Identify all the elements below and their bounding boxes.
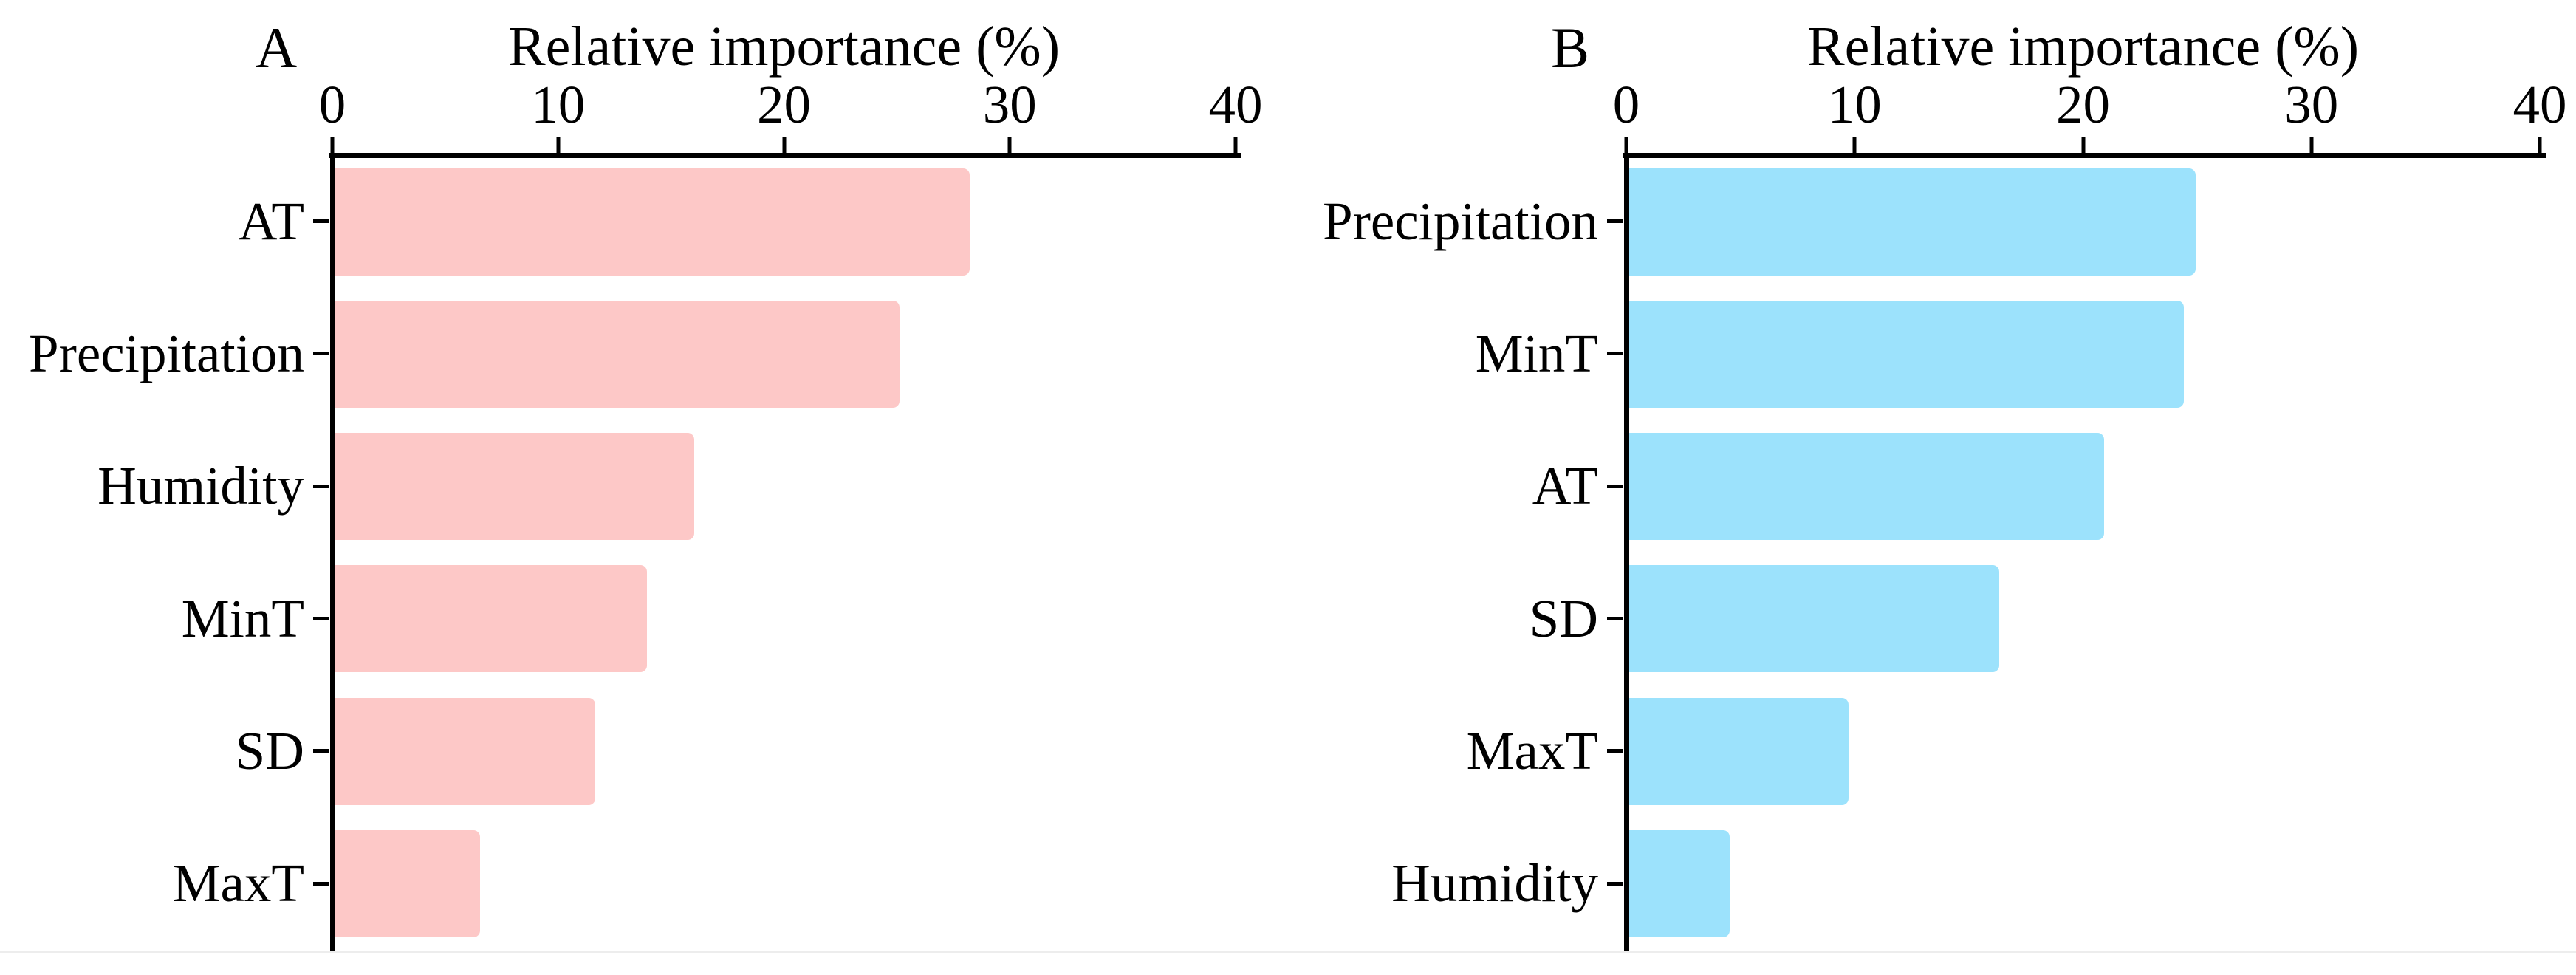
category-label: SD <box>235 720 304 781</box>
x-tick-mark <box>2309 137 2314 154</box>
x-tick-label: 10 <box>531 75 586 134</box>
bar-row <box>1607 287 2540 420</box>
x-tick-label: 40 <box>1208 75 1263 134</box>
bar-humidity <box>335 433 695 541</box>
x-tick-mark <box>2538 137 2542 154</box>
category-tick <box>313 616 329 620</box>
bar-row <box>313 552 1236 685</box>
category-tick <box>313 881 329 886</box>
x-tick-mark <box>556 137 561 154</box>
panel-a-y-axis-line <box>330 153 335 951</box>
panel-b-label: B <box>1550 16 1590 80</box>
panel-b: B Relative importance (%) 0 10 20 30 40 … <box>1288 0 2576 975</box>
category-label: Humidity <box>97 456 304 516</box>
category-label: MaxT <box>172 853 304 914</box>
panel-a-x-tick-marks <box>330 137 1238 154</box>
category-label: MinT <box>181 588 304 649</box>
category-tick <box>313 749 329 753</box>
x-tick-mark <box>1624 137 1628 154</box>
bar-humidity <box>1629 830 1730 938</box>
bar-maxt <box>1629 697 1849 805</box>
x-tick-mark <box>1852 137 1857 154</box>
x-tick-label: 40 <box>2512 75 2567 134</box>
category-label: SD <box>1529 588 1598 649</box>
x-tick-mark <box>2081 137 2085 154</box>
x-tick-label: 30 <box>2284 75 2339 134</box>
panel-a: A Relative importance (%) 0 10 20 30 40 … <box>0 16 1263 951</box>
bar-sd <box>1629 565 1999 673</box>
category-label: Precipitation <box>28 323 304 383</box>
x-tick-mark <box>1233 137 1238 154</box>
x-tick-mark <box>330 137 335 154</box>
panel-a-label: A <box>255 16 298 80</box>
x-tick-label: 0 <box>1612 75 1640 134</box>
category-tick <box>1607 616 1623 620</box>
x-tick-mark <box>1007 137 1012 154</box>
bar-at <box>1629 433 2105 541</box>
x-tick-mark <box>782 137 786 154</box>
panel-b-y-axis-line <box>1624 153 1629 951</box>
bar-row <box>313 155 1236 287</box>
panel-b-plot-area <box>1607 155 2540 950</box>
panel-a-plot-area <box>313 155 1236 950</box>
bar-row <box>313 287 1236 420</box>
panel-a-axis-title: Relative importance (%) <box>507 16 1060 78</box>
panel-b-x-axis-line <box>1623 153 2546 158</box>
category-label: MaxT <box>1466 720 1598 781</box>
bar-sd <box>335 697 595 805</box>
bar-row <box>1607 685 2540 817</box>
bar-row <box>1607 155 2540 287</box>
bar-row <box>313 685 1236 817</box>
bar-row <box>1607 818 2540 950</box>
category-tick <box>1607 352 1623 356</box>
panel-b-axis-title: Relative importance (%) <box>1806 16 2359 78</box>
category-label: MinT <box>1475 323 1598 383</box>
bar-precipitation <box>1629 168 2196 276</box>
x-tick-label: 10 <box>1827 75 1882 134</box>
bar-row <box>1607 420 2540 552</box>
bar-row <box>1607 552 2540 685</box>
category-label: Precipitation <box>1322 191 1598 251</box>
bar-precipitation <box>335 300 900 408</box>
bar-mint <box>335 565 647 673</box>
category-label: AT <box>1532 456 1598 516</box>
category-tick <box>313 219 329 223</box>
bar-row <box>313 818 1236 950</box>
panel-a-x-axis-line <box>329 153 1241 158</box>
category-label: Humidity <box>1391 853 1598 914</box>
bar-row <box>313 420 1236 552</box>
category-label: AT <box>238 191 304 251</box>
x-tick-label: 20 <box>2056 75 2110 134</box>
category-tick <box>1607 219 1623 223</box>
category-tick <box>1607 749 1623 753</box>
figure-bottom-edge <box>0 951 2576 953</box>
panel-a-category-labels: AT Precipitation Humidity MinT SD MaxT <box>0 155 304 950</box>
category-tick <box>313 352 329 356</box>
x-tick-label: 30 <box>982 75 1037 134</box>
panel-b-category-labels: Precipitation MinT AT SD MaxT Humidity <box>1288 155 1598 950</box>
panel-b-x-tick-labels: 0 10 20 30 40 <box>1613 74 2567 140</box>
category-tick <box>1607 484 1623 488</box>
bar-mint <box>1629 300 2185 408</box>
panel-b-x-tick-marks <box>1624 137 2542 154</box>
category-tick <box>313 484 329 488</box>
category-tick <box>1607 881 1623 886</box>
bar-at <box>335 168 970 276</box>
panel-a-x-tick-labels: 0 10 20 30 40 <box>319 74 1263 140</box>
bar-maxt <box>335 830 480 938</box>
x-tick-label: 0 <box>318 75 346 134</box>
x-tick-label: 20 <box>757 75 811 134</box>
